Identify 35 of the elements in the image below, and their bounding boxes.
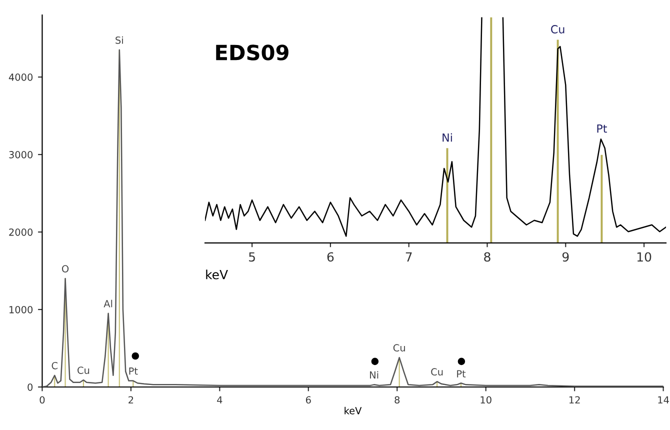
annotation: Si [116,36,123,44]
x-axis-title: keV [206,270,228,280]
x-tick-label: 9 [562,252,569,262]
y-tick-label: 4000 [8,74,33,81]
annotation: Pt [597,124,607,133]
x-tick-label: 14 [658,396,669,404]
annotation: Cu [431,368,443,376]
x-tick-label: 10 [480,396,492,404]
x-tick-label: 2 [128,396,134,404]
x-tick-label: 6 [327,252,334,262]
y-tick-label: 2000 [9,228,33,236]
x-tick-label: 0 [40,396,45,404]
x-axis-title: keV [344,406,362,414]
x-tick-label: 8 [484,252,490,262]
x-tick-label: 10 [637,252,652,262]
annotation: Pt [129,368,138,375]
annotation: C [52,362,58,370]
annotation: EDS09 [216,44,288,60]
y-tick-label: 0 [28,383,33,391]
annotation: Ni [442,133,452,142]
annotation: Cu [551,25,564,34]
annotation: Ni [370,371,378,378]
x-tick-label: 12 [569,396,580,404]
annotation: Cu [78,366,90,374]
x-tick-label: 5 [249,252,255,262]
x-tick-label: 4 [217,396,222,404]
y-tick-label: 3000 [9,151,33,158]
x-tick-label: 6 [306,396,311,404]
x-tick-label: 7 [406,252,412,262]
x-tick-label: 8 [394,396,400,404]
annotation: O [62,265,69,272]
annotation: Al [104,300,112,308]
annotation: Pt [457,370,466,378]
annotation: Cu [393,344,405,352]
y-tick-label: 1000 [10,306,33,314]
